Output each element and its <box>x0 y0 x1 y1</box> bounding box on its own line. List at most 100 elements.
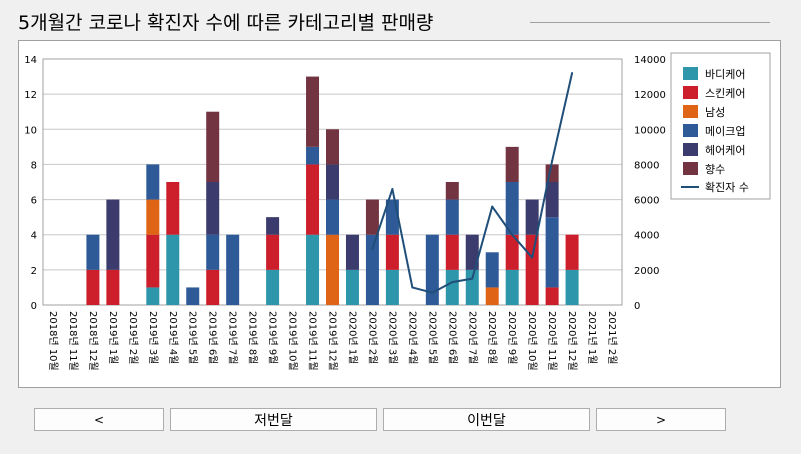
sales-chart: 0 2 4 6 8 10 12 14 0 2000 4000 6000 8000 10000 12000 14… <box>19 41 780 387</box>
bar-segment <box>526 235 539 305</box>
bar-segment <box>326 235 339 305</box>
x-tick-label: 2020년 1월 <box>346 311 358 364</box>
x-tick-label: 2018년 12월 <box>87 311 99 371</box>
page-title: 5개월간 코로나 확진자 수에 따른 카테고리별 판매량 <box>18 8 433 35</box>
x-tick-label: 2018년 11월 <box>67 311 79 371</box>
bar-segment <box>386 235 399 270</box>
legend-label: 남성 <box>705 106 725 119</box>
x-tick-label: 2021년 2월 <box>606 311 618 364</box>
y-left-tick-label: 4 <box>31 231 37 242</box>
y-left-tick-label: 10 <box>24 125 37 136</box>
x-tick-label: 2019년 9월 <box>267 311 279 364</box>
x-tick-label: 2019년 3월 <box>147 311 159 364</box>
bar-segment <box>166 235 179 305</box>
bar-segment <box>326 200 339 235</box>
x-tick-label: 2019년 8월 <box>247 311 259 364</box>
x-tick-label: 2019년 5월 <box>187 311 199 364</box>
legend-swatch <box>683 105 698 118</box>
y-left-tick-label: 0 <box>31 301 37 312</box>
bar-segment <box>546 287 559 305</box>
bar-segment <box>446 235 459 270</box>
x-tick-label: 2019년 6월 <box>207 311 219 364</box>
x-tick-label: 2020년 5월 <box>426 311 438 364</box>
bar-segment <box>106 270 119 305</box>
x-tick-label: 2019년 7월 <box>227 311 239 364</box>
x-tick-label: 2020년 12월 <box>566 311 578 371</box>
y-right-tick-label: 4000 <box>634 231 659 242</box>
bar-segment <box>506 270 519 305</box>
x-tick-label: 2020년 8월 <box>486 311 498 364</box>
bar-segment <box>266 235 279 270</box>
x-tick-label: 2019년 10월 <box>287 311 299 371</box>
bar-segment <box>366 235 379 305</box>
bar-segment <box>266 270 279 305</box>
x-tick-label: 2020년 10월 <box>526 311 538 371</box>
x-tick-label: 2020년 3월 <box>386 311 398 364</box>
prev-month-button[interactable]: 저번달 <box>170 408 377 431</box>
x-tick-label: 2021년 1월 <box>586 311 598 364</box>
bar-segment <box>146 164 159 199</box>
bar-segment <box>506 147 519 182</box>
x-tick-label: 2018년 10월 <box>47 311 59 371</box>
bar-segment <box>566 270 579 305</box>
x-tick-label: 2019년 4월 <box>167 311 179 364</box>
legend-swatch <box>683 124 698 137</box>
legend-label: 향수 <box>705 163 725 176</box>
legend-label: 확진자 수 <box>705 181 749 194</box>
first-button[interactable]: < <box>34 408 164 431</box>
bar-segment <box>426 235 439 305</box>
bar-segment <box>446 270 459 305</box>
bar-segment <box>526 200 539 235</box>
last-button[interactable]: > <box>596 408 726 431</box>
bar-segment <box>86 270 99 305</box>
bar-segment <box>446 182 459 200</box>
x-tick-label: 2019년 12월 <box>327 311 339 371</box>
title-divider <box>530 22 770 23</box>
bar-segment <box>166 182 179 235</box>
y-left-tick-label: 8 <box>31 160 37 171</box>
bar-segment <box>206 182 219 235</box>
bar-segment <box>306 235 319 305</box>
legend-swatch <box>683 143 698 156</box>
x-tick-label: 2020년 4월 <box>406 311 418 364</box>
bar-segment <box>306 77 319 147</box>
legend-swatch <box>683 162 698 175</box>
x-tick-label: 2020년 2월 <box>366 311 378 364</box>
bar-segment <box>386 270 399 305</box>
bar-segment <box>146 287 159 305</box>
bar-segment <box>226 235 239 305</box>
y-left-tick-label: 14 <box>24 55 37 66</box>
chart-panel: 0 2 4 6 8 10 12 14 0 2000 4000 6000 8000 10000 12000 14… <box>18 40 781 388</box>
x-tick-label: 2020년 11월 <box>546 311 558 371</box>
bar-segment <box>206 112 219 182</box>
x-tick-label: 2019년 1월 <box>107 311 119 364</box>
bar-segment <box>326 129 339 164</box>
legend-label: 바디케어 <box>705 68 745 81</box>
bar-segment <box>146 235 159 288</box>
x-tick-label: 2019년 2월 <box>127 311 139 364</box>
bar-segment <box>346 270 359 305</box>
y-left-tick-label: 12 <box>24 90 37 101</box>
bar-segment <box>486 252 499 287</box>
x-tick-label: 2020년 9월 <box>506 311 518 364</box>
bar-segment <box>446 200 459 235</box>
bar-segment <box>566 235 579 270</box>
bar-segment <box>266 217 279 235</box>
bar-segment <box>206 235 219 270</box>
legend-label: 스킨케어 <box>705 87 745 100</box>
y-right-tick-label: 12000 <box>634 90 666 101</box>
y-left-tick-label: 2 <box>31 266 37 277</box>
y-right-tick-label: 8000 <box>634 160 659 171</box>
legend-swatch <box>683 67 698 80</box>
x-tick-label: 2019년 11월 <box>307 311 319 371</box>
bar-segment <box>146 200 159 235</box>
x-tick-label: 2020년 7월 <box>466 311 478 364</box>
bar-segment <box>366 200 379 235</box>
bar-segment <box>86 235 99 270</box>
y-right-tick-label: 2000 <box>634 266 659 277</box>
title-bar: 5개월간 코로나 확진자 수에 따른 카테고리별 판매량 <box>18 6 770 36</box>
this-month-button[interactable]: 이번달 <box>383 408 590 431</box>
y-right-tick-label: 6000 <box>634 196 659 207</box>
bar-segment <box>206 270 219 305</box>
y-left-tick-label: 6 <box>31 196 37 207</box>
